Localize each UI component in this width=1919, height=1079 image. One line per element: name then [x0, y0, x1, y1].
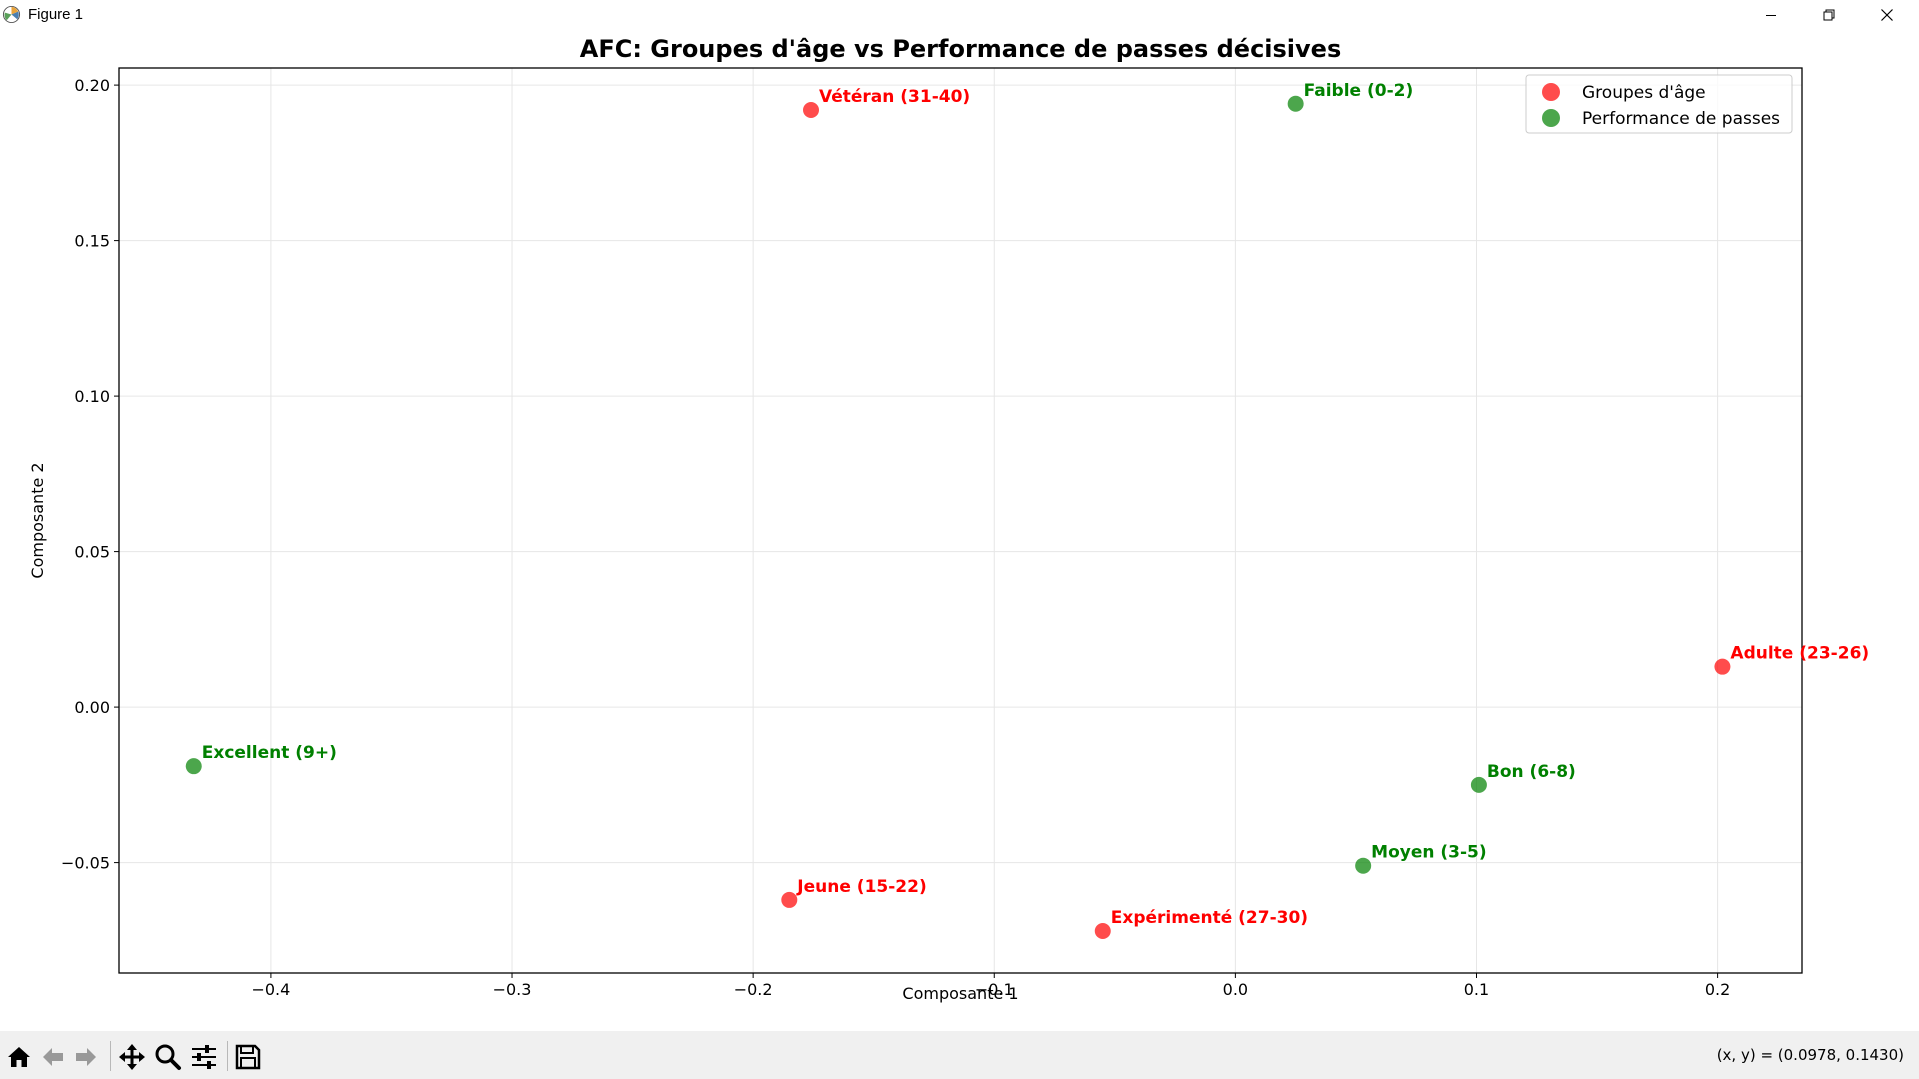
- x-axis-label: Composante 1: [902, 984, 1018, 1003]
- restore-icon: [1823, 9, 1835, 20]
- y-tick-label: −0.05: [61, 854, 110, 873]
- pan-icon: [119, 1044, 145, 1070]
- x-tick-label: −0.4: [251, 980, 290, 999]
- data-point: [1714, 658, 1731, 675]
- x-tick-label: −0.3: [493, 980, 532, 999]
- data-point: [803, 101, 820, 118]
- back-arrow-icon: [43, 1048, 63, 1066]
- y-tick-label: 0.10: [74, 387, 110, 406]
- point-label: Moyen (3-5): [1371, 843, 1486, 863]
- data-point: [1094, 923, 1111, 940]
- legend-label: Groupes d'âge: [1582, 83, 1706, 103]
- x-tick-label: −0.2: [734, 980, 773, 999]
- configure-subplots-icon: [192, 1045, 216, 1069]
- y-tick-label: 0.20: [74, 76, 110, 95]
- toolbar-separator: [227, 1041, 228, 1071]
- x-tick-label: 0.1: [1464, 980, 1489, 999]
- data-point: [1355, 857, 1372, 874]
- y-tick-label: 0.00: [74, 698, 110, 717]
- point-label: Bon (6-8): [1487, 762, 1576, 782]
- forward-button[interactable]: [71, 1042, 101, 1072]
- home-icon: [8, 1047, 30, 1067]
- cursor-coordinates: (x, y) = (0.0978, 0.1430): [1716, 1046, 1904, 1064]
- zoom-button[interactable]: [153, 1042, 183, 1072]
- x-tick-label: 0.2: [1705, 980, 1730, 999]
- pan-button[interactable]: [117, 1042, 147, 1072]
- point-label: Expérimenté (27-30): [1111, 908, 1308, 928]
- legend-marker: [1542, 83, 1560, 101]
- minimize-icon: [1766, 14, 1776, 16]
- x-tick-label: 0.0: [1223, 980, 1248, 999]
- title-bar: Figure 1: [0, 0, 1919, 29]
- point-label: Vétéran (31-40): [819, 87, 970, 107]
- data-point: [781, 891, 798, 908]
- point-label: Faible (0-2): [1304, 81, 1414, 101]
- navigation-toolbar: (x, y) = (0.0978, 0.1430): [0, 1031, 1919, 1079]
- close-button[interactable]: [1858, 0, 1916, 29]
- restore-button[interactable]: [1800, 0, 1858, 29]
- minimize-button[interactable]: [1742, 0, 1800, 29]
- matplotlib-app-icon: [2, 5, 21, 24]
- axes-frame: [118, 67, 1803, 974]
- toolbar-separator: [110, 1041, 111, 1071]
- legend-box: [1525, 74, 1793, 134]
- point-label: Adulte (23-26): [1730, 644, 1869, 664]
- chart-title: AFC: Groupes d'âge vs Performance de pas…: [580, 35, 1341, 63]
- window-title: Figure 1: [28, 6, 84, 23]
- back-button[interactable]: [38, 1042, 68, 1072]
- point-label: Excellent (9+): [202, 743, 337, 763]
- legend-marker: [1542, 109, 1560, 127]
- configure-subplots-button[interactable]: [189, 1042, 219, 1072]
- x-tick-label: −0.1: [975, 980, 1014, 999]
- y-tick-label: 0.05: [74, 543, 110, 562]
- y-axis-label: Composante 2: [28, 462, 47, 578]
- forward-arrow-icon: [76, 1048, 96, 1066]
- plot-background: [119, 68, 1802, 973]
- y-tick-label: 0.15: [74, 232, 110, 251]
- figure-canvas[interactable]: −0.4 −0.3 −0.2 −0.1 0.0 0.1 0.2 −0.05 0.00 0.05 0.…: [0, 29, 1919, 1031]
- legend-label: Performance de passes: [1582, 109, 1780, 129]
- point-label: Jeune (15-22): [796, 877, 926, 897]
- zoom-icon: [155, 1044, 181, 1070]
- data-point: [1287, 95, 1304, 112]
- close-icon: [1881, 8, 1893, 21]
- data-point: [1470, 776, 1487, 793]
- scatter-chart: −0.4 −0.3 −0.2 −0.1 0.0 0.1 0.2 −0.05 0.00 0.05 0.…: [28, 35, 1869, 1003]
- data-point: [185, 758, 202, 775]
- save-icon: [235, 1044, 261, 1070]
- save-button[interactable]: [233, 1042, 263, 1072]
- home-button[interactable]: [4, 1042, 34, 1072]
